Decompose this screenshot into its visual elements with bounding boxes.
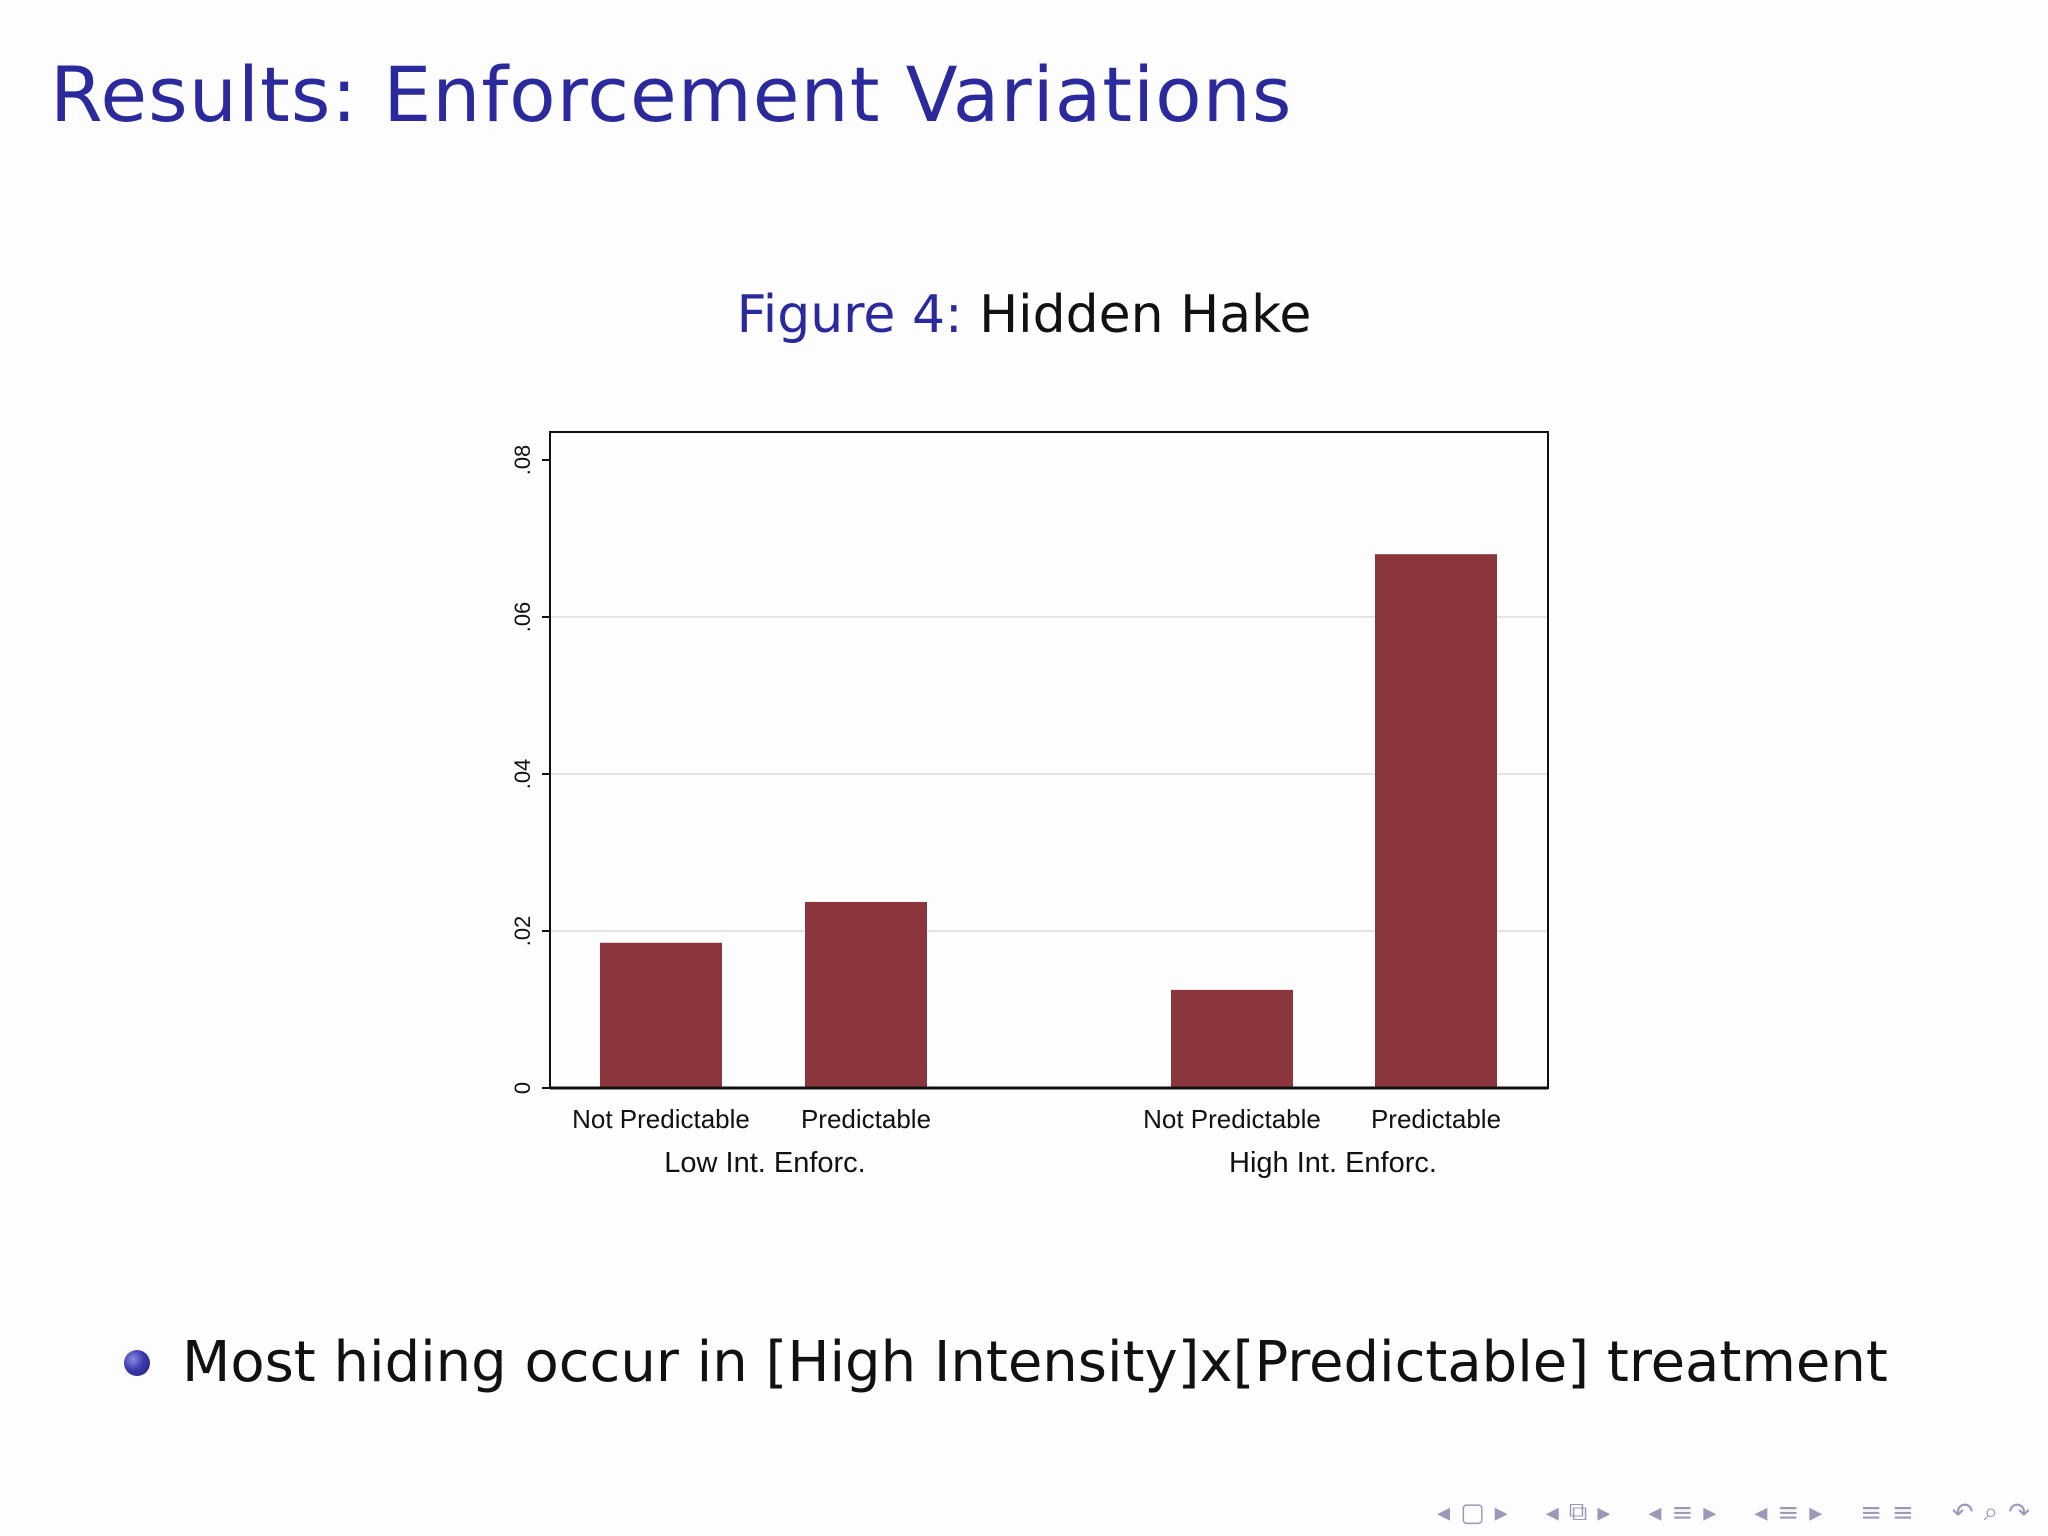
figure-label: Figure 4: [736, 285, 963, 345]
y-tick-label: .04 [510, 759, 535, 790]
y-tick-label: 0 [510, 1082, 535, 1094]
nav-next-icon[interactable]: ▸ [1494, 1497, 1508, 1528]
bar [805, 901, 927, 1088]
bullet-text: Most hiding occur in [High Intensity]x[P… [182, 1330, 1888, 1395]
bullet-icon [124, 1349, 150, 1376]
nav-frame-icon[interactable]: ▢ [1460, 1497, 1485, 1528]
hidden-hake-bar-chart: 0 .02 .04 .06 .08 Not Predictable Predictable L… [510, 431, 1549, 1179]
nav-back-icon[interactable]: ↶ [1951, 1497, 1974, 1528]
x-category-label: Not Predictable [1143, 1104, 1321, 1134]
nav-section-icon[interactable]: ≡ [1671, 1497, 1694, 1528]
nav-prev-icon[interactable]: ◂ [1754, 1497, 1768, 1528]
nav-subsection-icon[interactable]: ⧉ [1568, 1497, 1588, 1527]
nav-next-icon[interactable]: ▸ [1809, 1497, 1823, 1528]
nav-forward-icon[interactable]: ↷ [2008, 1497, 2030, 1528]
nav-appendix-icon[interactable]: ≡ [1860, 1497, 1883, 1528]
nav-prev-icon[interactable]: ◂ [1648, 1497, 1662, 1528]
nav-search-icon[interactable]: ⌕ [1983, 1497, 1999, 1527]
bar [1171, 989, 1293, 1088]
y-tick-label: .02 [510, 916, 535, 947]
figure-caption: Figure 4: Hidden Hake [0, 285, 2048, 345]
nav-prev-icon[interactable]: ◂ [1437, 1497, 1451, 1528]
x-group-label: Low Int. Enforc. [664, 1147, 866, 1179]
figure-title: Hidden Hake [979, 285, 1312, 345]
bar [600, 942, 722, 1088]
x-category-label: Not Predictable [572, 1104, 750, 1134]
nav-next-icon[interactable]: ▸ [1597, 1497, 1611, 1528]
bar [1375, 554, 1497, 1088]
slide-title: Results: Enforcement Variations [50, 50, 1293, 139]
y-tick-label: .08 [510, 445, 535, 476]
nav-next-icon[interactable]: ▸ [1703, 1497, 1717, 1528]
nav-search-list-icon[interactable]: ≡ [1892, 1497, 1914, 1528]
bullet-item: Most hiding occur in [High Intensity]x[P… [124, 1330, 1888, 1395]
x-category-label: Predictable [801, 1104, 931, 1134]
beamer-navigation: ◂ ▢ ▸ ◂ ⧉ ▸ ◂ ≡ ▸ ◂ ≡ ▸ ≡ ≡ ↶ ⌕ ↷ [1437, 1497, 2030, 1528]
nav-document-icon[interactable]: ≡ [1777, 1497, 1800, 1528]
y-tick-label: .06 [510, 602, 535, 633]
x-group-label: High Int. Enforc. [1229, 1147, 1437, 1179]
nav-prev-icon[interactable]: ◂ [1545, 1497, 1559, 1528]
x-category-label: Predictable [1371, 1104, 1501, 1134]
